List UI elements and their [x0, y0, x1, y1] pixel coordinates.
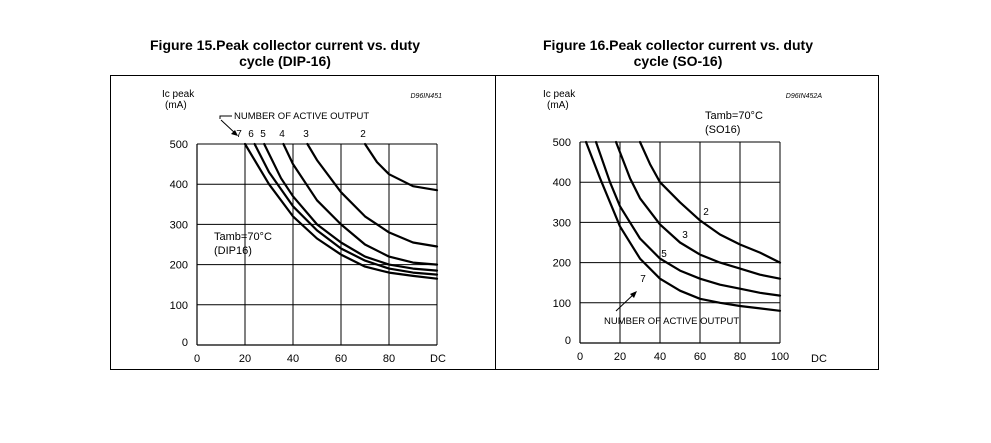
figure-16-ticks: 0 20 40 60 80 100 0 100 200 300 400 500 — [553, 137, 790, 363]
figure-16-ytick: 0 — [565, 335, 571, 347]
figure-15-series-labels: 7 6 5 4 3 2 — [236, 129, 366, 140]
figure-16-frame — [495, 75, 879, 370]
figure-15-annotation: NUMBER OF ACTIVE OUTPUT — [234, 111, 369, 122]
figure-15-series-label: 5 — [260, 129, 266, 140]
figure-16-xtick: 20 — [614, 351, 626, 363]
figure-16-condition-line2: (SO16) — [705, 124, 740, 136]
figure-15-ytick: 500 — [170, 139, 188, 151]
figure-16-title-line1: Figure 16.Peak collector current vs. dut… — [543, 37, 813, 53]
figure-16-ylabel-line2: (mA) — [547, 100, 569, 111]
figure-15-arrow-head — [231, 130, 238, 136]
figure-16-series-line-3 — [614, 140, 782, 280]
figure-16-xtick: 0 — [577, 351, 583, 363]
figure-15-series-line-4 — [282, 142, 439, 266]
figure-16-series-line-2 — [638, 140, 782, 264]
figure-15-series-label: 4 — [279, 129, 285, 140]
figure-16-arrow-line — [615, 292, 636, 312]
figure-15-title-line1: Figure 15.Peak collector current vs. dut… — [150, 37, 420, 53]
figure-16-series-line-7 — [584, 140, 782, 312]
figure-15-series-line-6 — [253, 142, 439, 276]
figure-15-ytick: 100 — [170, 300, 188, 312]
figure-15-title: Figure 15.Peak collector current vs. dut… — [100, 37, 470, 69]
figure-15-xtick: 20 — [239, 353, 251, 365]
figure-15-condition-line2: (DIP16) — [214, 245, 252, 257]
figure-15-series-line-5 — [263, 142, 439, 272]
figure-16-title-line2: cycle (SO-16) — [633, 53, 723, 69]
figure-16-ytick: 400 — [553, 177, 571, 189]
figure-15-ytick: 0 — [182, 337, 188, 349]
figure-16-series-label: 7 — [640, 274, 646, 285]
figure-16-xtick: 40 — [654, 351, 666, 363]
figure-16-arrow-head — [630, 291, 637, 298]
figure-15-series-label: 2 — [360, 129, 366, 140]
figure-16-plot — [579, 140, 782, 344]
figure-15-ytick: 300 — [170, 219, 188, 231]
figure-15-xtick: 0 — [194, 353, 200, 365]
figure-16-code: D96IN452A — [786, 93, 823, 100]
figure-16-ytick: 200 — [553, 258, 571, 270]
figure-15-series-line-3 — [306, 142, 439, 248]
figure-16-xtick: 60 — [694, 351, 706, 363]
figure-15-series-line-2 — [363, 142, 439, 192]
figure-15-ytick: 400 — [170, 179, 188, 191]
figure-15-condition-line1: Tamb=70°C — [214, 231, 272, 243]
figure-15-annotation-leader — [219, 115, 232, 119]
figure-16-condition-line1: Tamb=70°C — [705, 110, 763, 122]
figure-16-ytick: 300 — [553, 217, 571, 229]
figure-15-plot — [196, 142, 439, 346]
figure-16-xlabel: DC — [811, 353, 827, 365]
figure-15-xtick: 60 — [335, 353, 347, 365]
figure-15-code: D96IN451 — [410, 93, 442, 100]
figure-16-ylabel-line1: Ic peak — [543, 89, 576, 100]
figure-16-ytick: 100 — [553, 298, 571, 310]
figure-15-ylabel-line1: Ic peak — [162, 89, 195, 100]
figure-15-series-label: 6 — [248, 129, 254, 140]
figure-16-series-labels: 2 3 5 7 — [640, 207, 709, 285]
figure-15-ticks: 0 20 40 60 80 0 100 200 300 400 500 — [170, 139, 395, 365]
figure-16-annotation: NUMBER OF ACTIVE OUTPUT — [604, 316, 739, 327]
figure-15-ylabel-line2: (mA) — [165, 100, 187, 111]
figure-16-series-label: 5 — [661, 249, 667, 260]
figure-15-xtick: 40 — [287, 353, 299, 365]
figure-15-chart: Ic peak (mA) D96IN451 NUMBER OF ACTIVE O… — [162, 89, 446, 365]
figure-15-series-label: 3 — [303, 129, 309, 140]
figure-15-xtick: 80 — [383, 353, 395, 365]
figure-16-title: Figure 16.Peak collector current vs. dut… — [493, 37, 863, 69]
figure-15-series-line-7 — [243, 142, 439, 280]
figure-15-series-label: 7 — [236, 129, 242, 140]
figure-16-chart: Ic peak (mA) D96IN452A Tamb=70°C (SO16) … — [543, 89, 827, 365]
figure-16-series-label: 2 — [703, 207, 709, 218]
figure-16-series-line-5 — [594, 140, 782, 297]
figure-16-series-label: 3 — [682, 230, 688, 241]
figure-16-xtick: 100 — [771, 351, 789, 363]
figure-15-title-line2: cycle (DIP-16) — [239, 53, 331, 69]
figure-15-ytick: 200 — [170, 260, 188, 272]
figure-16-xtick: 80 — [734, 351, 746, 363]
figure-16-ytick: 500 — [553, 137, 571, 149]
figure-15-xlabel: DC — [430, 353, 446, 365]
